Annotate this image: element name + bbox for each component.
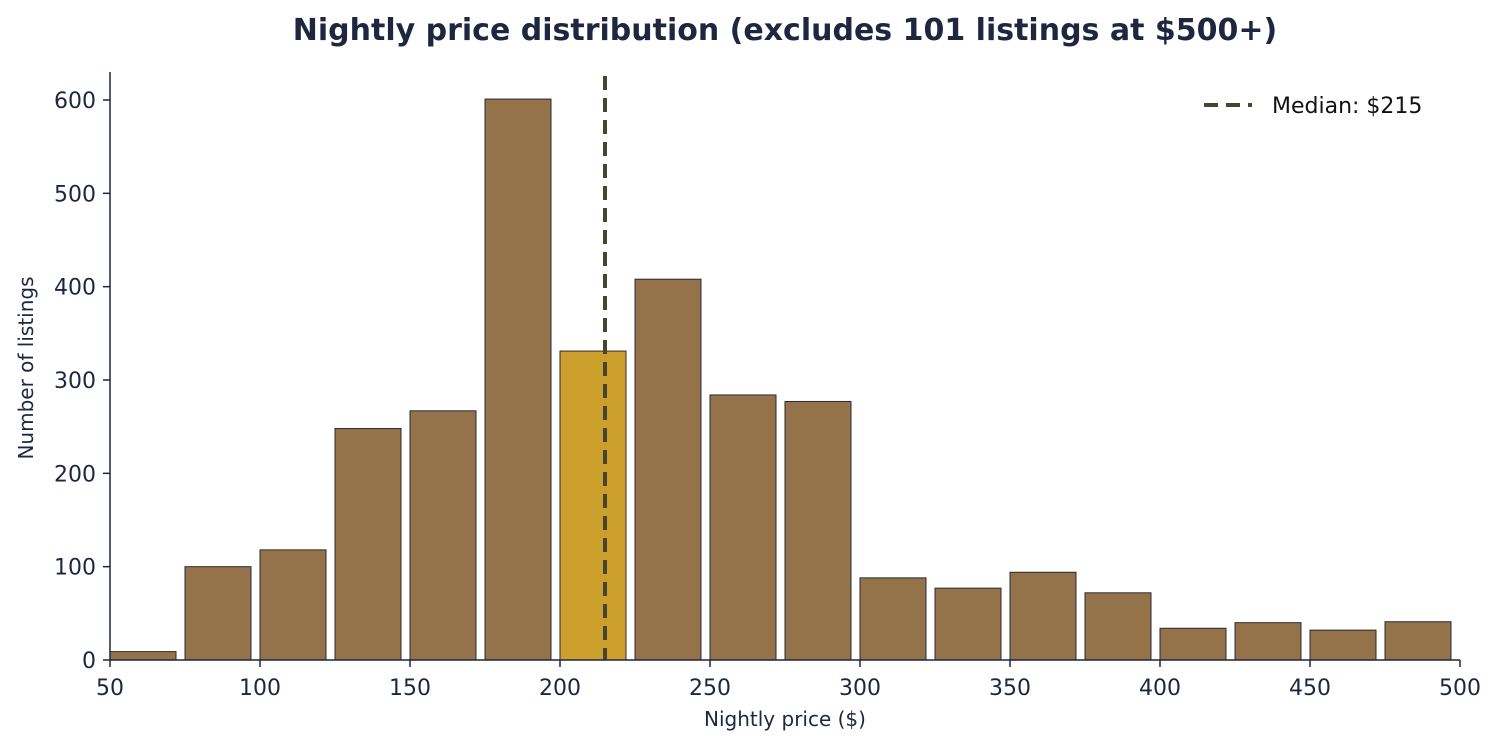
y-axis-label: Number of listings: [14, 276, 38, 459]
histogram-bar: [184, 566, 252, 661]
histogram-bar: [934, 587, 1002, 661]
y-tick-label: 0: [82, 649, 96, 674]
histogram-bar: [409, 410, 477, 661]
histogram-bar: [109, 651, 177, 661]
histogram-bar: [1234, 622, 1302, 661]
histogram-bar: [1309, 629, 1377, 661]
x-tick-label: 450: [1289, 676, 1331, 701]
axes-group: 50 100 150 200 250 300 350 400 450 500 0 100 200 300 4…: [54, 72, 1481, 701]
histogram-bar-median-bin: [559, 350, 627, 661]
y-tick-label: 200: [54, 462, 96, 487]
histogram-bar: [334, 428, 402, 661]
histogram-bar: [1384, 621, 1452, 661]
histogram-bar: [784, 400, 852, 661]
x-tick-label: 100: [239, 676, 281, 701]
legend: Median: $215: [1204, 94, 1422, 119]
histogram-bar: [484, 98, 552, 661]
y-tick-label: 500: [54, 182, 96, 207]
y-tick-label: 600: [54, 89, 96, 114]
y-tick-label: 400: [54, 276, 96, 301]
histogram-bar: [709, 394, 777, 661]
y-tick-label: 300: [54, 369, 96, 394]
x-tick-label: 300: [839, 676, 881, 701]
x-tick-label: 250: [689, 676, 731, 701]
chart-title: Nightly price distribution (excludes 101…: [293, 13, 1277, 48]
histogram-bar: [259, 549, 327, 661]
legend-median-label: Median: $215: [1272, 94, 1422, 119]
x-tick-label: 50: [96, 676, 124, 701]
x-tick-label: 150: [389, 676, 431, 701]
x-tick-label: 500: [1439, 676, 1481, 701]
y-tick-label: 100: [54, 556, 96, 581]
x-axis-label: Nightly price ($): [704, 707, 866, 731]
x-tick-label: 400: [1139, 676, 1181, 701]
histogram-bar: [1009, 571, 1077, 661]
histogram-bar: [634, 278, 702, 661]
x-tick-label: 200: [539, 676, 581, 701]
histogram-bar: [859, 577, 927, 661]
bars-group: [109, 98, 1452, 661]
histogram-bar: [1084, 592, 1152, 661]
histogram-bar: [1159, 627, 1227, 661]
x-tick-label: 350: [989, 676, 1031, 701]
